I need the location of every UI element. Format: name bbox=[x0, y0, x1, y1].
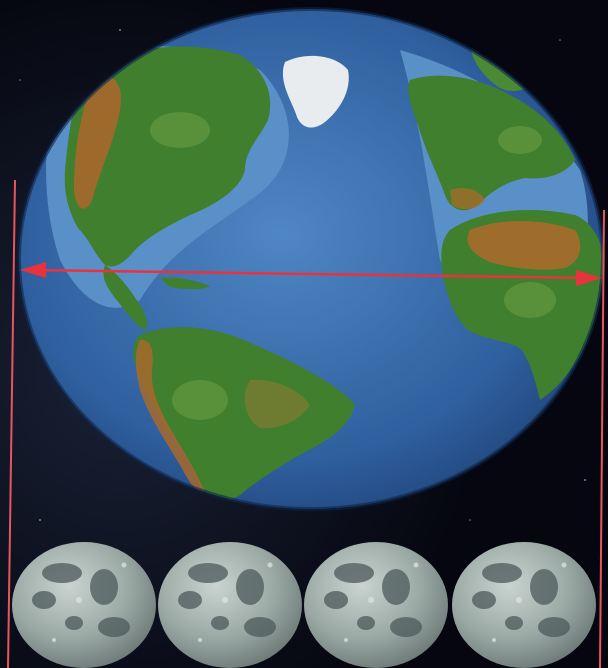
central-america bbox=[103, 265, 148, 330]
guide-line-left bbox=[7, 179, 16, 668]
earth-globe-icon bbox=[17, 7, 605, 511]
arrowhead-right bbox=[576, 270, 602, 286]
moon-icon bbox=[452, 542, 596, 668]
iberian-peninsula bbox=[450, 188, 485, 210]
arrowhead-left bbox=[20, 262, 46, 278]
double-arrow-icon bbox=[20, 262, 602, 286]
terrain-highlights bbox=[150, 112, 556, 420]
moon-icon bbox=[12, 542, 156, 668]
sahara bbox=[467, 221, 581, 270]
andes bbox=[135, 339, 205, 493]
south-america bbox=[133, 327, 355, 501]
moon-icon bbox=[304, 542, 448, 668]
brazilian-highlands bbox=[244, 379, 310, 429]
rocky-mountains bbox=[74, 76, 121, 209]
europe bbox=[408, 75, 575, 211]
guide-line-right bbox=[599, 209, 605, 668]
diameter-line bbox=[29, 268, 593, 280]
moon-icon bbox=[158, 542, 302, 668]
stars bbox=[19, 29, 586, 521]
caribbean bbox=[160, 277, 210, 290]
moon-row bbox=[12, 542, 596, 668]
greenland bbox=[282, 55, 349, 128]
